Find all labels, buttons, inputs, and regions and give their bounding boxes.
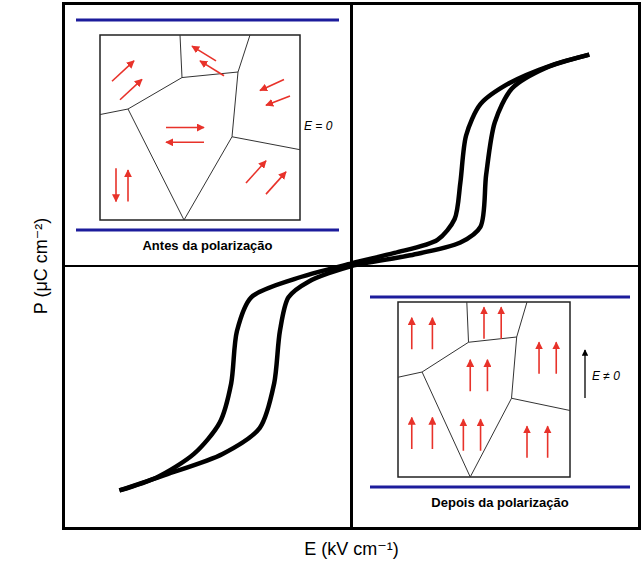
- svg-text:Depois da polarização: Depois da polarização: [431, 495, 568, 510]
- svg-text:P (μC cm⁻²): P (μC cm⁻²): [31, 218, 51, 315]
- svg-text:E (kV cm⁻¹): E (kV cm⁻¹): [304, 539, 399, 559]
- svg-text:Antes da polarização: Antes da polarização: [142, 238, 272, 253]
- svg-text:E ≠ 0: E ≠ 0: [592, 369, 620, 383]
- svg-text:E = 0: E = 0: [304, 119, 333, 133]
